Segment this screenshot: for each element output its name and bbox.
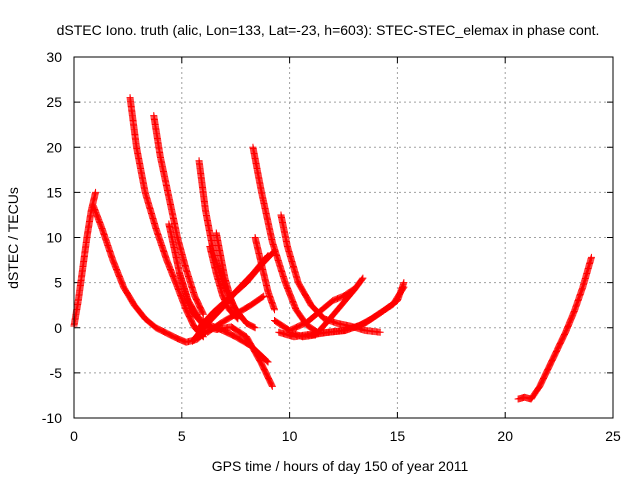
y-tick-label: 15	[46, 184, 62, 200]
tick-labels: 0 5 10 15 20 25 -10 -5 0 5 10 15 20 25 30	[42, 49, 621, 444]
data-point	[264, 358, 272, 366]
series-19	[307, 279, 408, 339]
data-point	[268, 382, 276, 390]
y-axis-label: dSTEC / TECUs	[5, 187, 21, 289]
y-tick-label: 30	[46, 49, 62, 65]
grid	[74, 57, 613, 418]
data-point	[260, 292, 268, 300]
series-17	[271, 285, 358, 334]
series-4	[150, 112, 207, 318]
data-point	[359, 274, 367, 282]
series-20	[514, 253, 595, 403]
x-tick-label: 15	[390, 428, 406, 444]
data-point	[92, 188, 100, 196]
y-tick-label: -10	[42, 410, 62, 426]
data-point	[376, 328, 384, 336]
series-13	[249, 143, 322, 336]
data-point	[271, 306, 279, 314]
data-point	[199, 333, 207, 341]
y-tick-label: 5	[54, 275, 62, 291]
y-tick-label: -5	[50, 365, 63, 381]
x-axis-label: GPS time / hours of day 150 of year 2011	[212, 458, 469, 474]
data-point	[262, 356, 270, 364]
series-12	[204, 292, 268, 336]
data-point	[358, 275, 366, 283]
y-tick-label: 10	[46, 230, 62, 246]
data-point	[400, 279, 408, 287]
x-tick-label: 10	[282, 428, 298, 444]
data-point	[250, 323, 258, 331]
x-tick-label: 0	[70, 428, 78, 444]
x-tick-label: 25	[605, 428, 621, 444]
series-14	[251, 234, 279, 314]
data-point	[350, 285, 358, 293]
series-1	[70, 188, 100, 330]
y-tick-label: 25	[46, 94, 62, 110]
data-point	[263, 357, 271, 365]
series-3	[126, 94, 207, 341]
y-tick-label: 0	[54, 320, 62, 336]
data-point	[199, 310, 207, 318]
data-point	[199, 309, 207, 317]
series-2	[89, 202, 212, 346]
y-tick-label: 20	[46, 139, 62, 155]
x-tick-label: 5	[178, 428, 186, 444]
data-point	[251, 324, 259, 332]
data-point	[268, 381, 276, 389]
plot-frame	[73, 56, 614, 419]
chart-title: dSTEC Iono. truth (alic, Lon=133, Lat=-2…	[57, 22, 600, 38]
data-point	[587, 253, 595, 261]
x-tick-label: 20	[497, 428, 513, 444]
data-point	[349, 286, 357, 294]
data-points	[70, 94, 595, 403]
data-point	[259, 293, 267, 301]
